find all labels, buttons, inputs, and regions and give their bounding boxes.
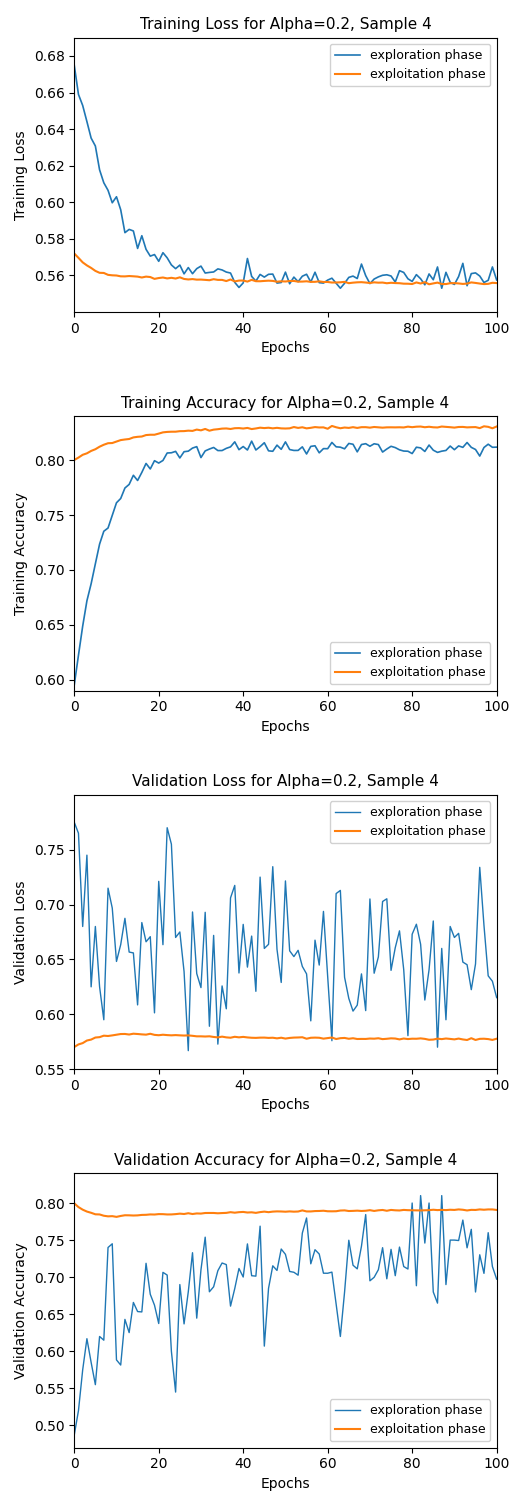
- exploitation phase: [101, 436, 107, 454]
- exploration phase: [337, 279, 344, 297]
- exploration phase: [494, 271, 500, 290]
- exploitation phase: [329, 1028, 335, 1047]
- exploration phase: [177, 256, 183, 274]
- Line: exploitation phase: exploitation phase: [74, 425, 497, 460]
- exploration phase: [249, 433, 255, 451]
- exploration phase: [270, 442, 276, 460]
- exploitation phase: [113, 1208, 119, 1226]
- exploitation phase: [71, 451, 77, 469]
- exploitation phase: [392, 418, 398, 436]
- exploration phase: [392, 439, 398, 457]
- exploration phase: [371, 270, 377, 288]
- exploration phase: [367, 1271, 373, 1289]
- exploitation phase: [371, 1030, 377, 1048]
- X-axis label: Epochs: Epochs: [261, 719, 310, 734]
- exploration phase: [392, 273, 398, 291]
- exploration phase: [325, 271, 331, 290]
- Title: Training Loss for Alpha=0.2, Sample 4: Training Loss for Alpha=0.2, Sample 4: [140, 18, 431, 32]
- Line: exploration phase: exploration phase: [74, 65, 497, 288]
- exploitation phase: [494, 1030, 500, 1048]
- exploration phase: [329, 1031, 335, 1050]
- Y-axis label: Training Accuracy: Training Accuracy: [14, 492, 28, 615]
- exploration phase: [494, 1270, 500, 1288]
- Legend: exploration phase, exploitation phase: exploration phase, exploitation phase: [330, 44, 490, 86]
- exploitation phase: [494, 274, 500, 293]
- exploration phase: [101, 1010, 107, 1028]
- exploration phase: [325, 1264, 331, 1282]
- exploration phase: [265, 265, 271, 284]
- Legend: exploration phase, exploitation phase: exploration phase, exploitation phase: [330, 1399, 490, 1442]
- exploration phase: [71, 813, 77, 831]
- exploration phase: [101, 173, 107, 192]
- exploration phase: [185, 1042, 191, 1060]
- Legend: exploration phase, exploitation phase: exploration phase, exploitation phase: [330, 801, 490, 843]
- exploitation phase: [371, 1202, 377, 1220]
- exploitation phase: [101, 1027, 107, 1045]
- exploration phase: [418, 1187, 424, 1205]
- X-axis label: Epochs: Epochs: [261, 341, 310, 356]
- exploitation phase: [392, 1202, 398, 1220]
- X-axis label: Epochs: Epochs: [261, 1476, 310, 1491]
- Line: exploration phase: exploration phase: [74, 442, 497, 685]
- exploitation phase: [181, 1027, 187, 1045]
- Line: exploration phase: exploration phase: [74, 1196, 497, 1436]
- exploitation phase: [71, 1194, 77, 1212]
- exploitation phase: [325, 419, 331, 437]
- Y-axis label: Validation Accuracy: Validation Accuracy: [14, 1243, 28, 1378]
- exploration phase: [177, 923, 183, 941]
- exploitation phase: [177, 268, 183, 287]
- Line: exploitation phase: exploitation phase: [74, 1203, 497, 1217]
- exploitation phase: [130, 1024, 136, 1042]
- exploitation phase: [325, 273, 331, 291]
- exploitation phase: [371, 418, 377, 436]
- exploitation phase: [388, 274, 394, 293]
- exploration phase: [392, 938, 398, 956]
- exploitation phase: [270, 1202, 276, 1220]
- X-axis label: Epochs: Epochs: [261, 1098, 310, 1113]
- exploitation phase: [71, 1038, 77, 1056]
- exploitation phase: [101, 264, 107, 282]
- exploration phase: [177, 1276, 183, 1294]
- Line: exploration phase: exploration phase: [74, 822, 497, 1051]
- exploitation phase: [270, 1028, 276, 1047]
- exploration phase: [494, 439, 500, 457]
- exploration phase: [71, 676, 77, 694]
- exploitation phase: [392, 1030, 398, 1048]
- exploitation phase: [101, 1206, 107, 1224]
- exploration phase: [71, 1427, 77, 1445]
- exploration phase: [388, 1240, 394, 1258]
- exploitation phase: [329, 1202, 335, 1220]
- exploration phase: [494, 989, 500, 1007]
- exploitation phase: [494, 418, 500, 436]
- exploitation phase: [265, 419, 271, 437]
- exploitation phase: [367, 274, 373, 293]
- exploration phase: [270, 858, 276, 876]
- Title: Validation Accuracy for Alpha=0.2, Sample 4: Validation Accuracy for Alpha=0.2, Sampl…: [114, 1154, 457, 1169]
- Title: Validation Loss for Alpha=0.2, Sample 4: Validation Loss for Alpha=0.2, Sample 4: [132, 775, 439, 790]
- Title: Training Accuracy for Alpha=0.2, Sample 4: Training Accuracy for Alpha=0.2, Sample …: [121, 397, 450, 410]
- exploration phase: [71, 56, 77, 74]
- exploration phase: [101, 1332, 107, 1350]
- exploitation phase: [329, 416, 335, 434]
- exploitation phase: [494, 1200, 500, 1218]
- Line: exploitation phase: exploitation phase: [74, 1033, 497, 1047]
- Y-axis label: Validation Loss: Validation Loss: [14, 881, 28, 983]
- exploitation phase: [181, 1205, 187, 1223]
- exploitation phase: [71, 244, 77, 262]
- exploration phase: [329, 433, 335, 451]
- exploration phase: [371, 964, 377, 982]
- Y-axis label: Training Loss: Training Loss: [14, 130, 28, 220]
- exploitation phase: [177, 422, 183, 440]
- exploitation phase: [426, 276, 432, 294]
- Legend: exploration phase, exploitation phase: exploration phase, exploitation phase: [330, 642, 490, 685]
- exploitation phase: [265, 271, 271, 290]
- exploration phase: [371, 434, 377, 452]
- Line: exploitation phase: exploitation phase: [74, 253, 497, 285]
- exploration phase: [177, 449, 183, 467]
- exploration phase: [265, 1279, 271, 1297]
- exploration phase: [101, 522, 107, 540]
